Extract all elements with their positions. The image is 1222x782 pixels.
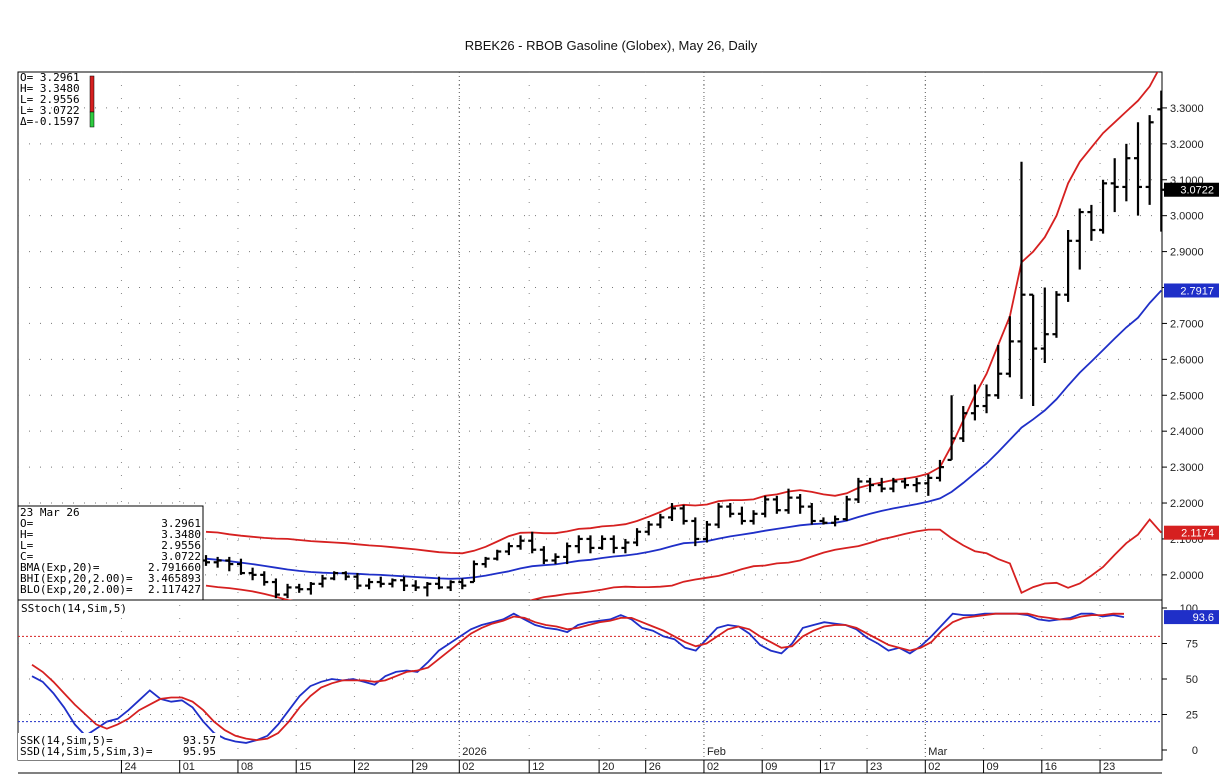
readout-open: O= 3.2961 (20, 71, 80, 84)
last-price-label-bg (1164, 182, 1219, 197)
stoch-info-box: SSK(14,Sim,5)= 93.57 SSD(14,Sim,5,Sim,3)… (18, 733, 220, 760)
ssk-label: SSK(14,Sim,5)= (20, 734, 113, 747)
x-tick-label: 16 (1045, 761, 1057, 773)
info-box-value: 3.2961 (161, 517, 201, 530)
stochastic-lines (31, 612, 1125, 744)
last-price-label: 3.0722 (1180, 185, 1214, 197)
stoch-title: SStoch(14,Sim,5) (21, 602, 127, 615)
info-box-date: 23 Mar 26 (20, 506, 80, 519)
x-tick-label: 29 (416, 761, 428, 773)
price-tick-label: 2.0000 (1170, 570, 1204, 582)
ssd-value: 95.95 (183, 745, 216, 758)
price-tick-label: 2.2000 (1170, 498, 1204, 510)
x-tick-label: 09 (765, 761, 777, 773)
bb-mid-line (205, 289, 1162, 580)
bb-lower-line (205, 518, 1162, 600)
price-tick-label: 2.6000 (1170, 354, 1204, 366)
blo-label-bg (1164, 525, 1219, 540)
stoch-series-line (31, 612, 1125, 742)
x-axis: 24 01 08 15 22 29 02 12 20 26 02 09 17 23 02 09 16 232026… (120, 746, 1115, 773)
x-tick-label: 15 (299, 761, 311, 773)
stoch-tick-label: 50 (1186, 674, 1198, 686)
x-major-label: Mar (928, 746, 947, 758)
stoch-tick-label: 75 (1186, 639, 1198, 651)
price-tick-label: 3.2000 (1170, 139, 1204, 151)
x-tick-label: 22 (357, 761, 369, 773)
price-tick-label: 2.9000 (1170, 247, 1204, 259)
bollinger-bands (205, 72, 1162, 600)
x-major-label: 2026 (462, 746, 486, 758)
stoch-value-label: 93.6 (1193, 612, 1214, 624)
readout-high: H= 3.3480 (20, 82, 80, 95)
mini-range-red (89, 75, 95, 113)
info-box-key: O= (20, 517, 34, 530)
ssk-value: 93.57 (183, 734, 216, 747)
readout-delta: Δ=-0.1597 (20, 115, 80, 128)
info-box-key: BMA(Exp,20)= (20, 561, 100, 574)
x-tick-label: 12 (532, 761, 544, 773)
x-major-label: Feb (707, 746, 726, 758)
info-box: 23 Mar 26 O= 3.2961 H= 3.3480 L= 2.9556 C= 3.07… (17, 505, 204, 601)
info-box-value: 2.117427 (148, 583, 201, 596)
x-tick-label: 23 (870, 761, 882, 773)
price-bars (202, 90, 1166, 599)
price-y-axis: 2.00002.10002.20002.30002.40002.50002.60… (1162, 103, 1204, 582)
bma-label: 2.7917 (1180, 285, 1214, 297)
price-tick-label: 2.4000 (1170, 426, 1204, 438)
info-box-key: L= (20, 539, 34, 552)
stoch-tick-label: 25 (1186, 710, 1198, 722)
readout-close: L= 3.0722 (20, 104, 80, 117)
info-box-value: 3.465893 (148, 572, 201, 585)
price-tick-label: 2.7000 (1170, 318, 1204, 330)
stoch-tick-label: 0 (1192, 745, 1198, 757)
info-box-key: C= (20, 550, 34, 563)
price-tick-label: 2.3000 (1170, 462, 1204, 474)
ohlc-readout: O= 3.2961 H= 3.3480 L= 2.9556 L= 3.0722 … (20, 71, 80, 128)
x-tick-label: 02 (928, 761, 940, 773)
x-tick-label: 01 (183, 761, 195, 773)
info-box-value: 3.3480 (161, 528, 201, 541)
x-tick-label: 08 (241, 761, 253, 773)
x-tick-label: 02 (462, 761, 474, 773)
info-box-value: 3.0722 (161, 550, 201, 563)
stoch-series-line (31, 612, 1125, 744)
bb-upper-line (205, 72, 1159, 555)
info-box-value: 2.791660 (148, 561, 201, 574)
x-tick-label: 24 (124, 761, 136, 773)
gridlines (18, 72, 1162, 760)
info-box-key: BHI(Exp,20,2.00)= (20, 572, 133, 585)
stoch-panel-frame (17, 599, 1163, 761)
info-box-value: 2.9556 (161, 539, 201, 552)
x-tick-label: 09 (987, 761, 999, 773)
info-box-key: BLO(Exp,20,2.00)= (20, 583, 133, 596)
ssd-label: SSD(14,Sim,5,Sim,3)= (20, 745, 153, 758)
mini-range-green (89, 111, 95, 128)
price-tick-label: 2.5000 (1170, 390, 1204, 402)
stoch-value-bg (1164, 610, 1219, 625)
blo-label: 2.1174 (1181, 528, 1214, 540)
bma-label-bg (1164, 283, 1219, 298)
x-tick-label: 20 (602, 761, 614, 773)
readout-low: L= 2.9556 (20, 93, 80, 106)
x-tick-label: 02 (707, 761, 719, 773)
info-box-key: H= (20, 528, 34, 541)
price-tick-label: 3.0000 (1170, 211, 1204, 223)
x-tick-label: 23 (1103, 761, 1115, 773)
price-tick-label: 3.3000 (1170, 103, 1204, 115)
page-title: RBEK26 - RBOB Gasoline (Globex), May 26,… (464, 38, 758, 53)
x-tick-label: 26 (649, 761, 661, 773)
x-tick-label: 17 (823, 761, 835, 773)
value-labels: 3.0722 2.7917 2.1174 93.6 (1164, 182, 1219, 625)
